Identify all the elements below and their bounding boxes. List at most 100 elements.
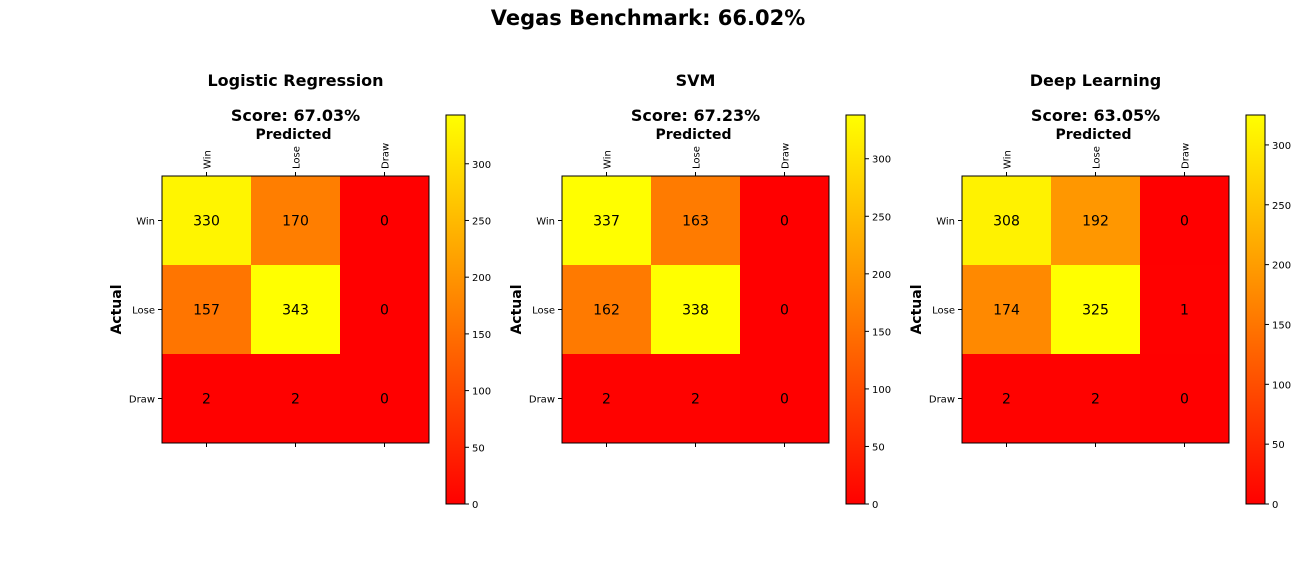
x-tick-label: Draw (381, 143, 392, 169)
heatmap-cell (962, 354, 1051, 443)
cell-value: 0 (1180, 214, 1189, 230)
colorbar (445, 114, 466, 505)
heatmap-cell (340, 354, 429, 443)
colorbar-tick-label: 100 (472, 387, 491, 398)
panel-title: SVM (676, 71, 716, 90)
heatmap-cell (562, 354, 651, 443)
colorbar-tick-label: 150 (1272, 320, 1291, 331)
y-tick-label: Win (936, 217, 955, 228)
colorbar (1245, 114, 1266, 505)
heatmap-cell (251, 265, 340, 354)
x-tick-label: Draw (781, 143, 792, 169)
y-axis-title: Actual (509, 284, 525, 334)
cell-value: 2 (202, 392, 211, 408)
colorbar-tick-label: 0 (472, 500, 478, 511)
heatmap-cell (1051, 265, 1140, 354)
panel-score: Score: 67.03% (231, 106, 360, 125)
colorbar-tick-label: 0 (872, 500, 878, 511)
colorbar-tick-label: 50 (872, 442, 885, 453)
colorbar-tick-label: 250 (472, 216, 491, 227)
cell-value: 2 (1002, 392, 1011, 408)
cell-value: 174 (993, 303, 1020, 319)
panel-title: Logistic Regression (207, 71, 383, 90)
cell-value: 163 (682, 214, 709, 230)
colorbar-tick-label: 300 (872, 155, 891, 166)
cell-value: 1 (1180, 303, 1189, 319)
cell-value: 2 (602, 392, 611, 408)
y-axis-title: Actual (109, 284, 125, 334)
heatmap-cell (651, 176, 740, 265)
cell-value: 343 (282, 303, 309, 319)
cell-value: 157 (193, 303, 220, 319)
y-tick-label: Win (136, 217, 155, 228)
colorbar-tick-label: 50 (1272, 440, 1285, 451)
colorbar-tick-label: 300 (472, 160, 491, 171)
y-tick-label: Lose (932, 306, 955, 317)
x-tick-label: Lose (1092, 146, 1103, 169)
cell-value: 2 (691, 392, 700, 408)
panel-title: Deep Learning (1030, 71, 1161, 90)
colorbar-tick-label: 200 (472, 273, 491, 284)
y-axis-title: Actual (909, 284, 925, 334)
heatmap-cell (251, 354, 340, 443)
colorbar-tick-label: 250 (1272, 201, 1291, 212)
cell-value: 192 (1082, 214, 1109, 230)
cell-value: 170 (282, 214, 309, 230)
cell-value: 2 (1091, 392, 1100, 408)
x-tick-label: Lose (292, 146, 303, 169)
panel-score: Score: 67.23% (631, 106, 760, 125)
cell-value: 0 (380, 392, 389, 408)
cell-value: 337 (593, 214, 620, 230)
panel-score: Score: 63.05% (1031, 106, 1160, 125)
x-tick-label: Win (203, 150, 214, 169)
heatmap-cell (162, 176, 251, 265)
cell-value: 330 (193, 214, 220, 230)
heatmap-cell (340, 176, 429, 265)
cell-value: 2 (291, 392, 300, 408)
heatmap-cell (651, 265, 740, 354)
colorbar (845, 114, 866, 505)
colorbar-tick-label: 200 (1272, 261, 1291, 272)
cell-value: 338 (682, 303, 709, 319)
y-tick-label: Lose (132, 306, 155, 317)
y-tick-label: Draw (929, 395, 955, 406)
x-axis-title: Predicted (256, 127, 332, 143)
x-axis-title: Predicted (656, 127, 732, 143)
heatmap-cell (162, 265, 251, 354)
y-tick-label: Lose (532, 306, 555, 317)
cell-value: 325 (1082, 303, 1109, 319)
x-tick-label: Win (603, 150, 614, 169)
colorbar-tick-label: 50 (472, 443, 485, 454)
colorbar-tick-label: 0 (1272, 500, 1278, 511)
colorbar-tick-label: 150 (472, 330, 491, 341)
colorbar-tick-label: 300 (1272, 141, 1291, 152)
heatmap-cell (562, 176, 651, 265)
panel-1: Logistic Regression Score: 67.03% Predicte… (109, 71, 491, 511)
colorbar-tick-label: 100 (872, 385, 891, 396)
cell-value: 308 (993, 214, 1020, 230)
y-tick-label: Win (536, 217, 555, 228)
y-tick-label: Draw (529, 395, 555, 406)
heatmap-cell (1140, 176, 1229, 265)
y-tick-label: Draw (129, 395, 155, 406)
x-axis-title: Predicted (1056, 127, 1132, 143)
heatmap-cell (562, 265, 651, 354)
heatmap-cell (962, 265, 1051, 354)
panel-3: Deep Learning Score: 63.05% Predicted Actua… (909, 71, 1291, 511)
heatmap-cell (740, 265, 829, 354)
heatmap-cell (1051, 354, 1140, 443)
heatmap-cell (1140, 265, 1229, 354)
heatmap-cell (340, 265, 429, 354)
cell-value: 0 (780, 392, 789, 408)
heatmap-cell (162, 354, 251, 443)
x-tick-label: Win (1003, 150, 1014, 169)
cell-value: 0 (780, 214, 789, 230)
cell-value: 0 (1180, 392, 1189, 408)
cell-value: 0 (380, 303, 389, 319)
heatmap-cell (651, 354, 740, 443)
colorbar-tick-label: 100 (1272, 380, 1291, 391)
colorbar-tick-label: 150 (872, 327, 891, 338)
heatmap-cell (251, 176, 340, 265)
heatmap-cell (740, 354, 829, 443)
